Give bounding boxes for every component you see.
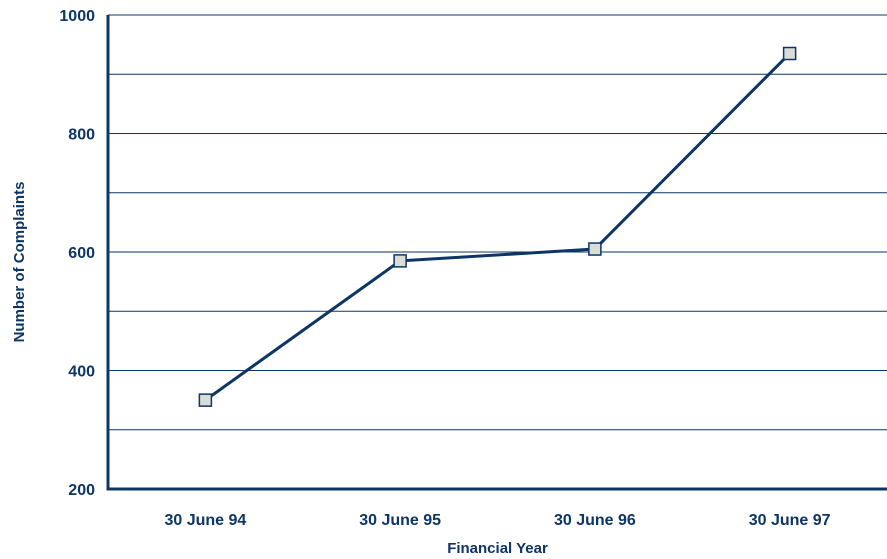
y-tick-label-1000: 1000 [59, 8, 95, 25]
y-axis-title: Number of Complaints [11, 182, 28, 343]
x-tick-label: 30 June 96 [554, 512, 636, 529]
data-point [198, 393, 213, 407]
x-tick-label: 30 June 94 [164, 512, 246, 529]
y-tick-label-400: 400 [68, 364, 95, 381]
axes [106, 15, 887, 491]
x-tick-label: 30 June 95 [359, 512, 441, 529]
data-point [393, 254, 407, 268]
y-tick-label-600: 600 [68, 245, 95, 262]
x-tick-label: 30 June 97 [749, 512, 831, 529]
y-tick-label-200: 200 [68, 482, 95, 499]
series [198, 46, 797, 407]
x-axis-title: Financial Year [447, 540, 548, 557]
data-point [782, 46, 797, 61]
x-tick-labels: 30 June 94 30 June 95 30 June 96 30 June 97 [164, 512, 830, 529]
data-point [588, 242, 602, 256]
y-tick-labels: 200 400 600 800 1000 [59, 8, 95, 499]
gridlines [108, 14, 887, 431]
series-line [204, 52, 791, 402]
y-tick-label-800: 800 [68, 127, 95, 144]
